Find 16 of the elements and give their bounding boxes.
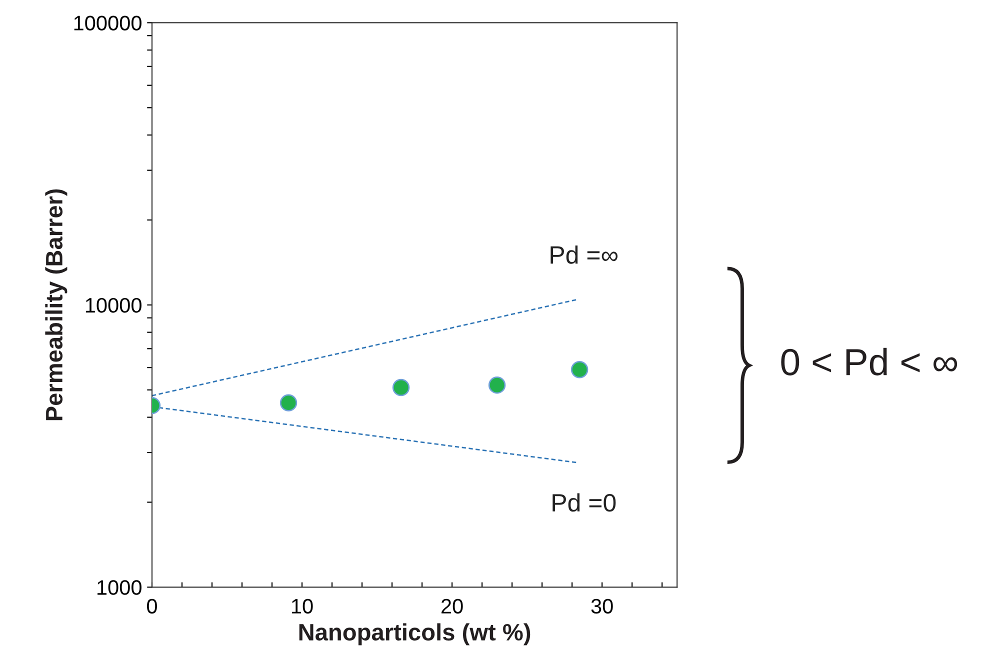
y-tick-label: 1000: [98, 580, 142, 595]
x-axis-title: Nanoparticols (wt %): [299, 623, 530, 646]
point: [280, 394, 298, 412]
text: 0 < Pd < ∞: [781, 348, 958, 376]
y-tick-label: 100000: [74, 16, 142, 30]
series-label: Pd =∞: [550, 245, 618, 264]
point: [392, 378, 410, 396]
y-tick-label: 10000: [86, 298, 142, 313]
series-label: Pd =0: [552, 493, 616, 512]
point: [488, 376, 506, 394]
y-axis-title: Permeability (Barrer): [45, 189, 68, 420]
x-tick-label: 20: [442, 598, 463, 614]
x-tick-label: 30: [591, 598, 613, 614]
x-tick-label: 0: [147, 598, 157, 614]
point: [570, 361, 588, 378]
x-tick-label: 10: [292, 598, 313, 614]
